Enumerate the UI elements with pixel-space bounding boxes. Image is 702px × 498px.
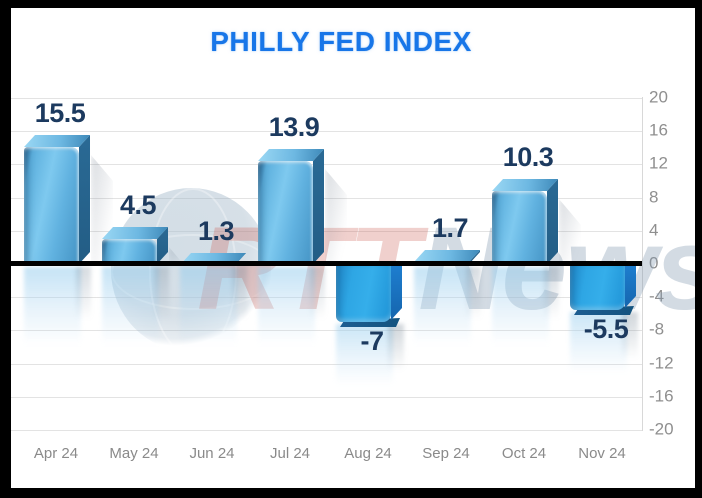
bar-top-face <box>102 227 168 239</box>
x-tick-label-oct-24: Oct 24 <box>501 445 547 462</box>
bar-value-label: 1.7 <box>431 213 469 243</box>
bar-top-face <box>258 149 324 161</box>
y-tick-label: -8 <box>649 319 665 339</box>
bar-reflection <box>258 267 315 359</box>
bar-side-face <box>79 135 90 264</box>
bar-front-face <box>570 264 625 310</box>
y-tick-label: 12 <box>649 153 668 173</box>
gridline <box>11 198 642 199</box>
bar-side-face <box>313 149 324 264</box>
bar-reflection <box>180 267 237 359</box>
bar-reflection <box>102 267 159 359</box>
bar-front-face <box>336 264 391 322</box>
bar-side-reflection <box>154 267 169 329</box>
y-tick-label: 4 <box>649 220 659 240</box>
bar-side-reflection <box>232 267 247 329</box>
x-tick-label-nov-24: Nov 24 <box>578 445 626 462</box>
bar-side-reflection <box>544 267 559 329</box>
bar-side-reflection <box>622 312 638 367</box>
bar-side-face <box>391 265 402 320</box>
bar-value-label: 4.5 <box>119 190 157 220</box>
bar-value-label: -5.5 <box>583 314 629 344</box>
bar-bottom-face <box>338 318 400 327</box>
bar-value-label: -7 <box>360 326 384 356</box>
gridline <box>11 397 642 398</box>
bar-value-label: 10.3 <box>502 142 554 172</box>
bar-reflection <box>570 312 627 384</box>
chart-title: PHILLY FED INDEX <box>210 26 472 57</box>
bar-value-label: 13.9 <box>268 112 320 142</box>
x-tick-label-apr-24: Apr 24 <box>33 445 79 462</box>
gridline <box>11 131 642 132</box>
gridline <box>11 164 642 165</box>
gridline <box>11 364 642 365</box>
bar-front-face <box>492 191 547 266</box>
bar-value-label: 1.3 <box>197 216 235 246</box>
gridline <box>11 430 642 431</box>
y-tick-label: 8 <box>649 187 659 207</box>
plot-right-border <box>642 97 643 431</box>
zero-baseline <box>11 261 642 266</box>
bar-side-face <box>157 227 168 264</box>
bar-front-face <box>24 147 79 266</box>
bar-top-face <box>24 135 90 147</box>
x-tick-label-jul-24: Jul 24 <box>269 445 311 462</box>
gridline <box>11 297 642 298</box>
x-tick-label-jun-24: Jun 24 <box>189 445 235 462</box>
bar-front-face <box>258 161 313 266</box>
gridline <box>11 330 642 331</box>
bar-side-reflection <box>388 324 404 379</box>
y-tick-label: 16 <box>649 120 668 140</box>
gridline <box>11 98 642 99</box>
bar-bottom-face <box>572 306 634 315</box>
bar-side-reflection <box>76 267 91 329</box>
bar-side-reflection <box>310 267 325 329</box>
bar-reflection <box>492 267 549 359</box>
bar-top-face <box>414 250 480 262</box>
bar-reflection <box>24 267 81 359</box>
y-tick-label: -4 <box>649 286 665 306</box>
bar-side-face <box>469 250 480 264</box>
bar-side-face <box>547 179 558 264</box>
bar-side-face <box>625 265 636 308</box>
chart-canvas: PHILLY FED INDEX RTTNews 15.54.51.313.9-… <box>11 8 695 488</box>
y-tick-label: 20 <box>649 87 668 107</box>
y-tick-label: 0 <box>649 253 659 273</box>
bar-reflection <box>336 324 393 396</box>
x-tick-label-aug-24: Aug 24 <box>344 445 392 462</box>
bar-reflection <box>414 267 471 359</box>
bar-value-label: 15.5 <box>34 98 86 128</box>
y-tick-label: -16 <box>649 386 674 406</box>
bar-side-reflection <box>466 267 481 329</box>
x-tick-label-may-24: May 24 <box>109 445 159 462</box>
bar-wall-shadow <box>325 169 347 264</box>
y-tick-label: -20 <box>649 419 674 439</box>
bar-top-face <box>492 179 558 191</box>
gridline <box>11 231 642 232</box>
x-tick-label-sep-24: Sep 24 <box>422 445 470 462</box>
y-tick-label: -12 <box>649 353 674 373</box>
